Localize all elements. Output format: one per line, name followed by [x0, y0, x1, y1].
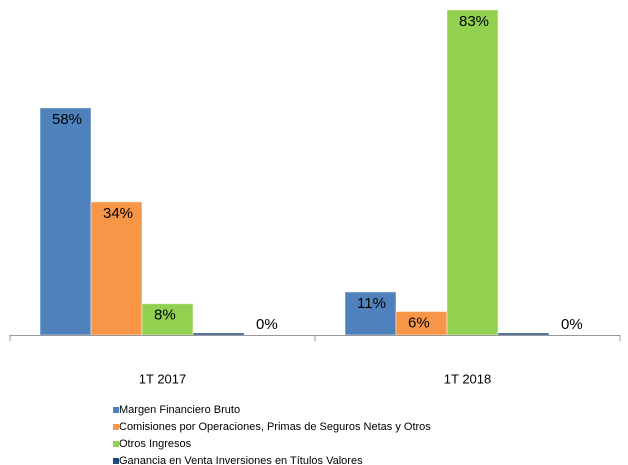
value-label: 8% [154, 307, 176, 324]
value-label: 58% [52, 111, 82, 128]
legend-label: Comisiones por Operaciones, Primas de Se… [119, 421, 431, 433]
x-tick-label: 1T 2018 [444, 371, 491, 386]
legend-label: Margen Financiero Bruto [119, 404, 240, 416]
legend-label: Otros Ingresos [119, 438, 192, 450]
legend-label: Ganancia en Venta Inversiones en Títulos… [119, 455, 363, 465]
bar [141, 303, 194, 336]
legend-swatch [113, 458, 119, 464]
bar [446, 9, 499, 336]
value-label: 0% [256, 316, 278, 333]
value-label: 0% [561, 316, 583, 333]
bar [192, 332, 245, 336]
value-label: 6% [408, 314, 430, 331]
value-label: 83% [459, 13, 489, 30]
bar [344, 291, 397, 336]
x-tick-label: 1T 2017 [139, 371, 186, 386]
bar [497, 332, 550, 336]
bar [90, 201, 143, 336]
legend-swatch [113, 424, 119, 430]
value-label: 11% [357, 295, 386, 312]
bar [39, 107, 92, 336]
value-label: 34% [103, 205, 133, 222]
legend-swatch [113, 441, 119, 447]
legend-swatch [113, 407, 119, 413]
